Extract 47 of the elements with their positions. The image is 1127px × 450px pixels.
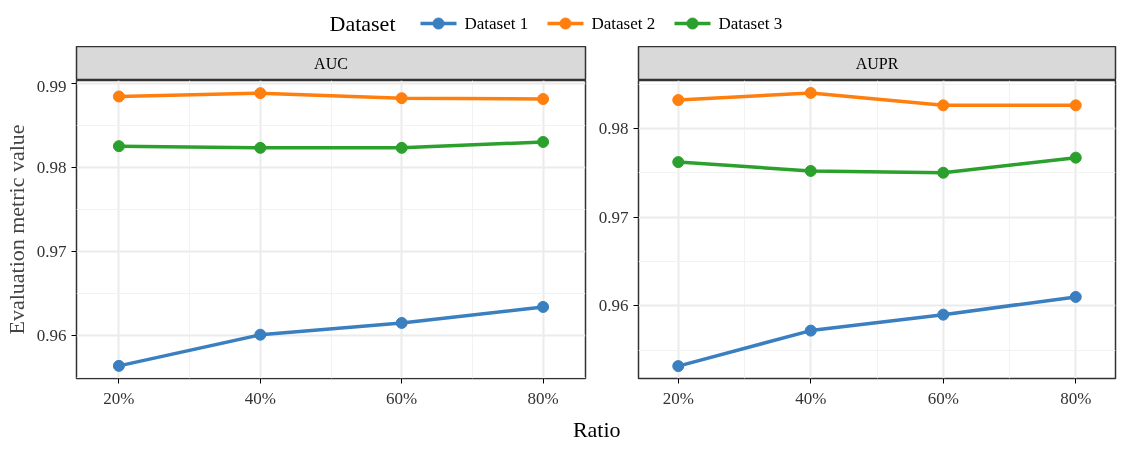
point <box>672 94 685 106</box>
point <box>1069 151 1082 164</box>
point <box>672 156 685 169</box>
point <box>395 141 408 154</box>
x-tick-label: 20% <box>662 388 694 408</box>
x-tick-label: 40% <box>795 388 827 408</box>
point <box>937 308 950 321</box>
point <box>537 135 550 148</box>
y-tick-label: 0.98 <box>598 118 629 138</box>
point <box>672 360 685 373</box>
y-tick-label: 0.99 <box>36 76 67 96</box>
point <box>537 93 550 106</box>
point <box>1069 290 1082 303</box>
x-tick-label: 20% <box>103 388 135 408</box>
point <box>112 140 125 153</box>
legend-label: Dataset 2 <box>591 14 656 33</box>
point <box>804 164 817 177</box>
x-tick-label: 60% <box>386 388 418 408</box>
point <box>395 316 408 329</box>
point <box>254 141 267 154</box>
y-tick-label: 0.98 <box>36 157 67 177</box>
x-tick-label: 80% <box>527 388 559 408</box>
point <box>395 92 408 105</box>
point <box>112 359 125 372</box>
point <box>937 99 950 112</box>
point <box>254 328 267 341</box>
y-tick-label: 0.96 <box>36 326 67 346</box>
point <box>537 300 550 313</box>
y-tick-label: 0.97 <box>598 207 629 227</box>
point <box>112 90 125 103</box>
x-axis-title: Ratio <box>572 417 621 442</box>
legend-title: Dataset <box>329 11 396 36</box>
point <box>804 86 817 99</box>
chart-title: AUPR <box>855 55 899 72</box>
y-tick-label: 0.97 <box>36 241 67 261</box>
legend-label: Dataset 1 <box>464 14 529 33</box>
legend-label: Dataset 3 <box>718 14 783 33</box>
x-tick-label: 60% <box>927 388 959 408</box>
point <box>254 87 267 100</box>
point <box>937 166 950 179</box>
point <box>1069 99 1082 112</box>
x-tick-label: 40% <box>244 388 276 408</box>
point <box>804 324 817 337</box>
chart-title: AUC <box>314 55 348 72</box>
y-tick-label: 0.96 <box>598 296 629 316</box>
y-axis-title: Evaluation metric value <box>3 124 29 335</box>
x-tick-label: 80% <box>1060 388 1092 408</box>
